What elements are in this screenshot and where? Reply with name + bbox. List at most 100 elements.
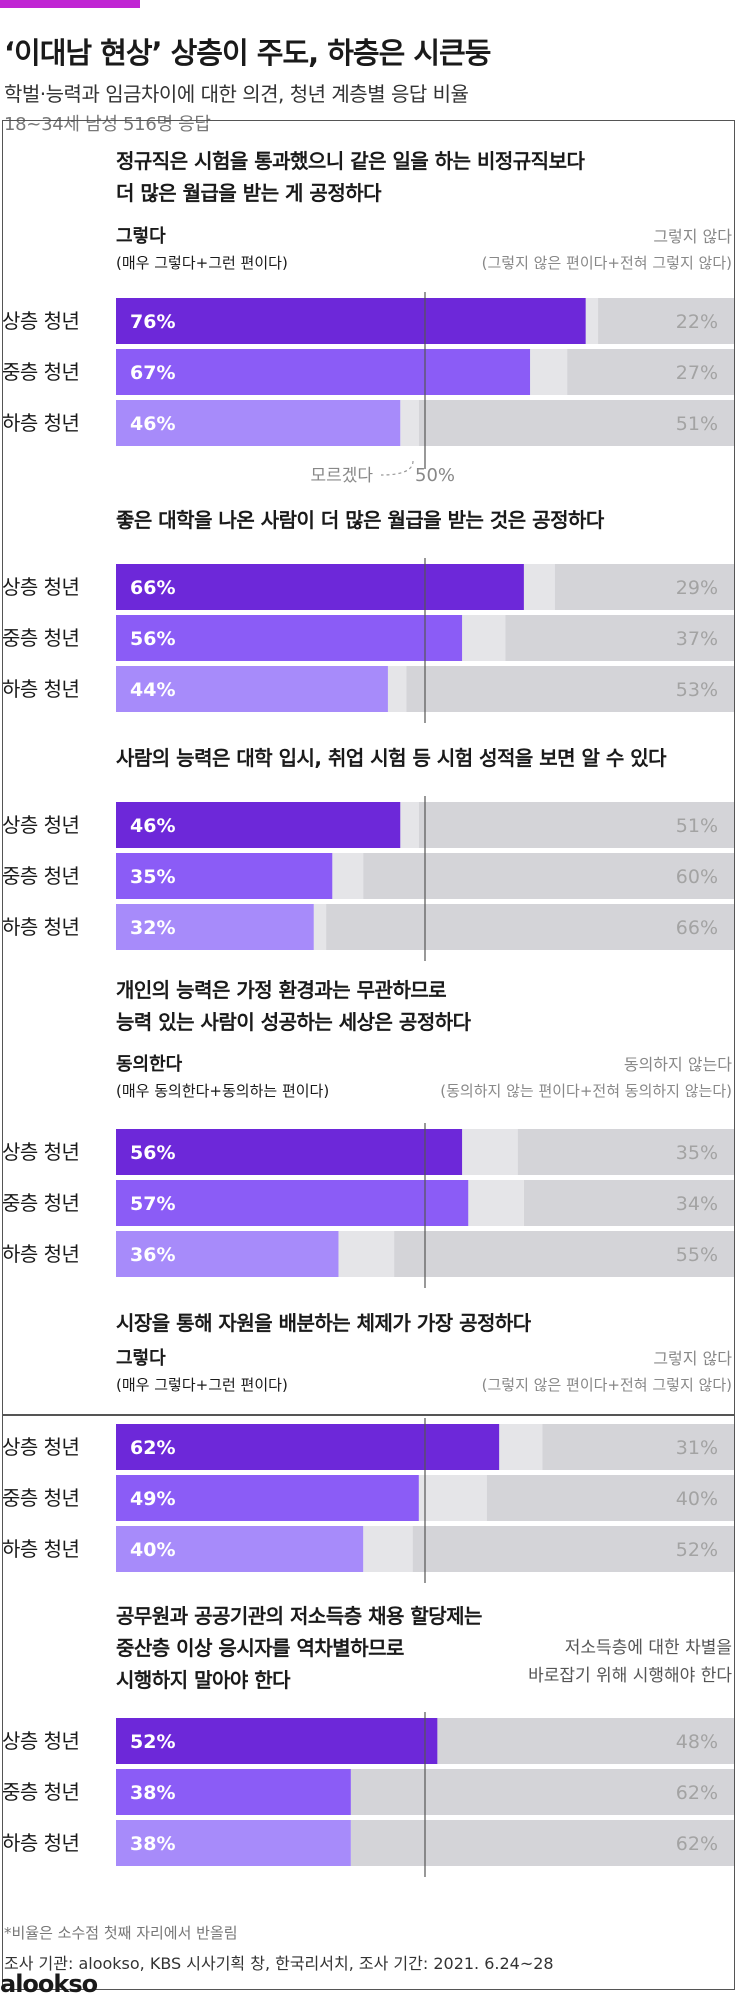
- panel-5-question-line-1: 중산층 이상 응시자를 역차별하므로: [116, 1636, 404, 1660]
- panel-1-agree-bar-0: [116, 564, 524, 610]
- panel-0-unknown-bar-0: [585, 298, 599, 344]
- panel-3-disagree-sublabel: (동의하지 않는 편이다+전혀 동의하지 않는다): [440, 1082, 732, 1100]
- panel-1-row-label-1: 중층 청년: [2, 626, 79, 650]
- panel-3-disagree-value-1: 34%: [676, 1193, 718, 1215]
- panel-5-disagree-bar-2: [350, 1820, 734, 1866]
- panel-2-disagree-value-1: 60%: [676, 866, 718, 888]
- panel-4-agree-bar-1: [116, 1475, 419, 1521]
- panel-5-agree-value-0: 52%: [130, 1731, 175, 1753]
- panel-4-unknown-bar-2: [363, 1526, 413, 1572]
- sample-note: 18~34세 남성 516명 응답: [4, 114, 211, 135]
- panel-3-agree-sublabel: (매우 동의한다+동의하는 편이다): [116, 1082, 329, 1100]
- panel-3-agree-bar-2: [116, 1231, 339, 1277]
- panel-3-row-label-0: 상층 청년: [2, 1140, 79, 1164]
- panel-2-unknown-bar-1: [332, 853, 364, 899]
- panel-5-disagree-value-2: 62%: [676, 1833, 718, 1855]
- panel-0-agree-value-0: 76%: [130, 311, 175, 333]
- panel-4-agree-value-0: 62%: [130, 1437, 175, 1459]
- panel-5-disagree-value-0: 48%: [676, 1731, 718, 1753]
- panel-2-disagree-value-0: 51%: [676, 815, 718, 837]
- panel-5-agree-value-2: 38%: [130, 1833, 175, 1855]
- panel-3-disagree-bar-0: [517, 1129, 734, 1175]
- panel-0-disagree-bar-0: [598, 298, 734, 344]
- panel-5-disagree-bar-0: [437, 1718, 734, 1764]
- panel-1-disagree-bar-2: [406, 666, 734, 712]
- panel-0-disagree-bar-1: [567, 349, 734, 395]
- panel-4-row-label-1: 중층 청년: [2, 1486, 79, 1510]
- panel-4-row-label-2: 하층 청년: [2, 1537, 79, 1561]
- panel-1-agree-value-1: 56%: [130, 628, 175, 650]
- panel-2-agree-bar-2: [116, 904, 314, 950]
- panel-0-agree-value-1: 67%: [130, 362, 175, 384]
- panel-1-disagree-value-2: 53%: [676, 679, 718, 701]
- panel-0-disagree-bar-2: [418, 400, 734, 446]
- accent-bar: [0, 0, 140, 8]
- panel-3-question-line-0: 개인의 능력은 가정 환경과는 무관하므로: [116, 978, 446, 1002]
- panel-2-row-label-1: 중층 청년: [2, 864, 79, 888]
- panel-1-row-label-0: 상층 청년: [2, 575, 79, 599]
- panel-3-unknown-bar-1: [468, 1180, 524, 1226]
- panel-0-agree-value-2: 46%: [130, 413, 175, 435]
- panel-2-disagree-value-2: 66%: [676, 917, 718, 939]
- panel-3-disagree-bar-1: [523, 1180, 734, 1226]
- panel-1-agree-bar-2: [116, 666, 388, 712]
- source-note: 조사 기관: alookso, KBS 시사기획 창, 한국리서치, 조사 기간…: [4, 1954, 554, 1973]
- panel-3-unknown-bar-2: [338, 1231, 395, 1277]
- panel-0-disagree-value-2: 51%: [676, 413, 718, 435]
- panel-2-row-label-2: 하층 청년: [2, 915, 79, 939]
- panel-3-unknown-bar-0: [462, 1129, 518, 1175]
- panel-1-unknown-bar-2: [387, 666, 407, 712]
- panel-1-disagree-value-0: 29%: [676, 577, 718, 599]
- panel-3-disagree-value-0: 35%: [676, 1142, 718, 1164]
- panel-5-disagree-bar-1: [350, 1769, 734, 1815]
- panel-5-row-label-2: 하층 청년: [2, 1831, 79, 1855]
- panel-0-agree-sublabel: (매우 그렇다+그런 편이다): [116, 254, 288, 272]
- panel-1-unknown-bar-0: [523, 564, 555, 610]
- panel-2-disagree-bar-0: [418, 802, 734, 848]
- panel-0-unknown-bar-2: [400, 400, 419, 446]
- panel-5-agree-bar-1: [116, 1769, 351, 1815]
- panel-3-agree-value-2: 36%: [130, 1244, 175, 1266]
- panel-4-unknown-bar-1: [418, 1475, 487, 1521]
- panel-2-unknown-bar-2: [313, 904, 327, 950]
- panel-1-disagree-value-1: 37%: [676, 628, 718, 650]
- panel-2-agree-value-2: 32%: [130, 917, 175, 939]
- panel-0-disagree-value-0: 22%: [676, 311, 718, 333]
- panel-0-agree-label: 그렇다: [116, 226, 166, 247]
- panel-1-unknown-bar-1: [462, 615, 506, 661]
- panel-5-question-line-0: 공무원과 공공기관의 저소득층 채용 할당제는: [116, 1604, 482, 1628]
- footnote: *비율은 소수점 첫째 자리에서 반올림: [4, 1924, 238, 1942]
- panel-5-question-line-2: 시행하지 말아야 한다: [116, 1668, 291, 1692]
- page-title: ‘이대남 현상’ 상층이 주도, 하층은 시큰둥: [4, 36, 491, 70]
- panel-4-question-line-0: 시장을 통해 자원을 배분하는 체제가 가장 공정하다: [116, 1311, 532, 1335]
- panel-3-agree-label: 동의한다: [116, 1054, 183, 1075]
- panel-5-row-label-1: 중층 청년: [2, 1780, 79, 1804]
- panel-4-disagree-sublabel: (그렇지 않은 편이다+전혀 그렇지 않다): [482, 1376, 732, 1394]
- panel-0-disagree-value-1: 27%: [676, 362, 718, 384]
- panel-3-row-label-1: 중층 청년: [2, 1191, 79, 1215]
- panel-0-agree-bar-0: [116, 298, 586, 344]
- panel-0-question-line-0: 정규직은 시험을 통과했으니 같은 일을 하는 비정규직보다: [116, 149, 585, 173]
- panel-1-disagree-bar-1: [505, 615, 734, 661]
- panel-4-unknown-bar-0: [499, 1424, 543, 1470]
- panel-2-agree-value-1: 35%: [130, 866, 175, 888]
- panel-4-disagree-value-1: 40%: [676, 1488, 718, 1510]
- panel-0-agree-bar-1: [116, 349, 531, 395]
- panel-1-question-line-0: 좋은 대학을 나온 사람이 더 많은 월급을 받는 것은 공정하다: [116, 508, 605, 532]
- panel-4-row-label-0: 상층 청년: [2, 1435, 79, 1459]
- panel-5-agree-bar-2: [116, 1820, 351, 1866]
- panel-4-disagree-bar-2: [412, 1526, 734, 1572]
- panel-4-disagree-value-2: 52%: [676, 1539, 718, 1561]
- panel-1-row-label-2: 하층 청년: [2, 677, 79, 701]
- panel-4-agree-sublabel: (매우 그렇다+그런 편이다): [116, 1376, 288, 1394]
- panel-5-row-label-0: 상층 청년: [2, 1729, 79, 1753]
- panel-1-agree-bar-1: [116, 615, 463, 661]
- midline-annotation: 50%: [415, 465, 455, 486]
- brand-logo: alookso: [0, 1970, 98, 1998]
- panel-5-agree-value-1: 38%: [130, 1782, 175, 1804]
- panel-2-agree-bar-1: [116, 853, 333, 899]
- panel-4-agree-bar-2: [116, 1526, 364, 1572]
- panel-3-disagree-bar-2: [394, 1231, 734, 1277]
- panel-4-agree-label: 그렇다: [116, 1348, 166, 1369]
